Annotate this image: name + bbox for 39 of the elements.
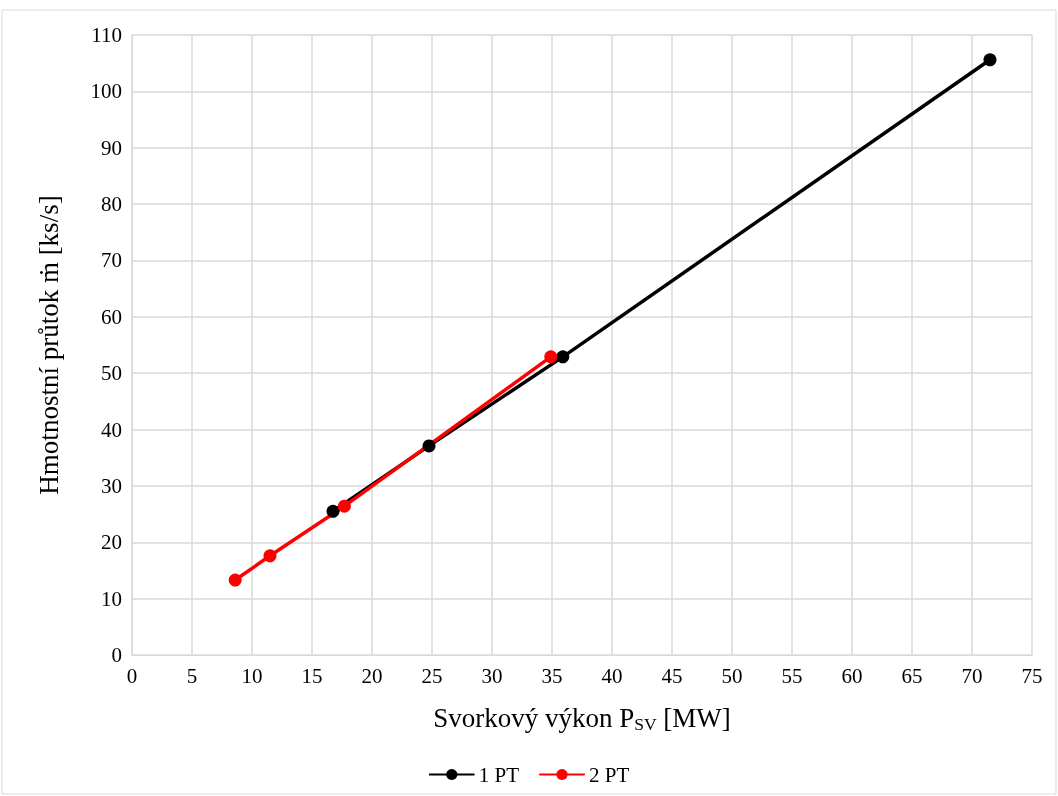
- y-axis-title: Hmotnostní průtok ṁ [ks/s]: [33, 195, 64, 495]
- point: [228, 573, 242, 587]
- x-tick-label: 50: [721, 663, 743, 688]
- y-tick-label: 60: [101, 304, 122, 329]
- y-tick-label: 40: [101, 417, 122, 442]
- point: [556, 350, 570, 364]
- y-tick-label: 10: [101, 586, 122, 611]
- x-tick-label: 65: [901, 663, 923, 688]
- y-tick-label: 20: [101, 530, 122, 555]
- x-tick-label: 60: [841, 663, 863, 688]
- point: [263, 549, 277, 563]
- point: [422, 439, 436, 453]
- y-tick-label: 100: [90, 79, 122, 104]
- y-tick-label: 110: [91, 23, 122, 47]
- x-tick-label: 35: [541, 663, 563, 688]
- point: [326, 504, 340, 518]
- x-tick-label: 20: [361, 663, 383, 688]
- x-tick-label: 45: [661, 663, 683, 688]
- x-tick-label: 25: [421, 663, 443, 688]
- x-tick-label: 40: [601, 663, 623, 688]
- y-tick-label: 0: [111, 643, 122, 667]
- x-tick-label: 70: [961, 663, 983, 688]
- x-tick-label: 30: [481, 663, 503, 688]
- legend-label: 1 PT: [478, 762, 520, 787]
- x-tick-label: 15: [301, 663, 323, 688]
- legend-label: 2 PT: [589, 762, 630, 787]
- y-tick-label: 90: [101, 135, 122, 160]
- y-tick-label: 50: [101, 361, 122, 386]
- point: [983, 53, 997, 67]
- y-tick-label: 30: [101, 473, 122, 498]
- x-tick-label: 75: [1021, 663, 1043, 688]
- y-tick-label: 70: [101, 248, 122, 273]
- y-tick-label: 80: [101, 192, 122, 217]
- point: [337, 499, 351, 513]
- x-tick-label: 55: [781, 663, 803, 688]
- x-tick-label: 10: [241, 663, 263, 688]
- point: [544, 350, 558, 364]
- x-tick-label: 0: [126, 663, 138, 688]
- x-tick-label: 5: [186, 663, 198, 688]
